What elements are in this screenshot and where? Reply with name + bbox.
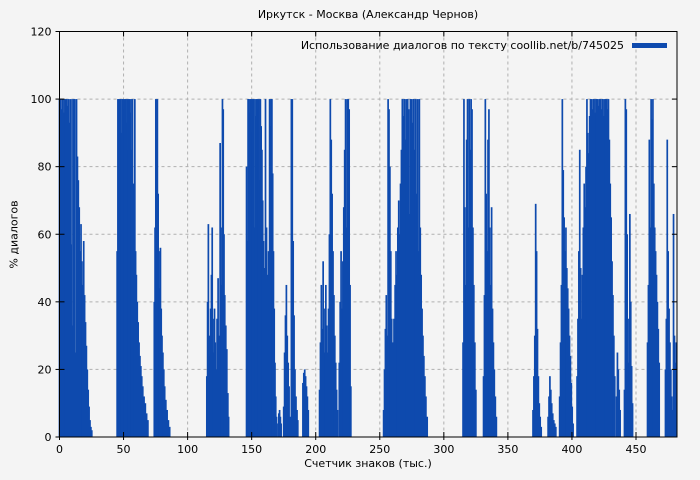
- y-axis-title: % диалогов: [7, 200, 21, 269]
- svg-text:350: 350: [497, 443, 518, 456]
- x-axis-title: Счетчик знаков (тыс.): [304, 457, 432, 470]
- svg-text:400: 400: [561, 443, 582, 456]
- legend-label: Использование диалогов по тексту coollib…: [300, 39, 624, 52]
- svg-text:80: 80: [38, 161, 52, 174]
- chart-title: Иркутск - Москва (Александр Чернов): [257, 8, 479, 21]
- svg-text:50: 50: [117, 443, 131, 456]
- svg-text:0: 0: [56, 443, 63, 456]
- svg-text:0: 0: [45, 431, 52, 444]
- svg-text:40: 40: [38, 296, 52, 309]
- svg-text:150: 150: [241, 443, 262, 456]
- legend: Использование диалогов по тексту coollib…: [301, 39, 667, 52]
- axis-ticks: [55, 31, 677, 440]
- legend-swatch-icon: [632, 43, 667, 48]
- svg-text:250: 250: [369, 443, 390, 456]
- svg-text:300: 300: [433, 443, 454, 456]
- svg-text:120: 120: [31, 26, 52, 39]
- bars: [58, 99, 678, 438]
- svg-text:20: 20: [38, 363, 52, 376]
- svg-text:60: 60: [38, 228, 52, 241]
- tick-labels: 0 50 100 150 200 250 300 350 400 450 0 20 40 60 80 100 1…: [31, 26, 647, 457]
- svg-text:450: 450: [626, 443, 647, 456]
- svg-text:100: 100: [177, 443, 198, 456]
- svg-text:200: 200: [305, 443, 326, 456]
- svg-text:100: 100: [31, 93, 52, 106]
